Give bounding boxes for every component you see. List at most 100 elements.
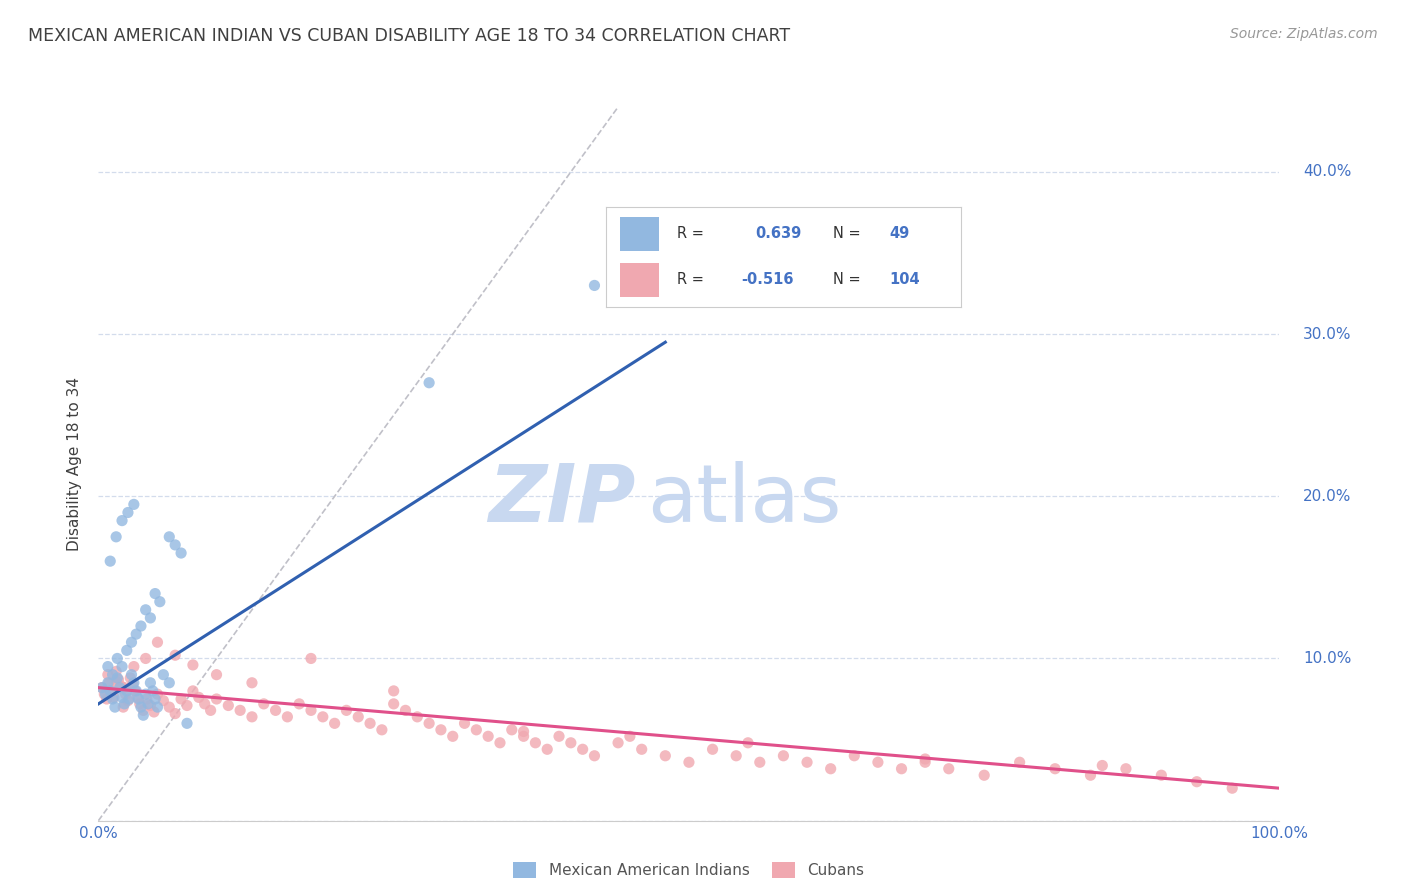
Point (146, 700, 169, 714)
Point (176, 698, 198, 713)
Point (181, 657, 204, 672)
Point (477, 729, 499, 743)
Point (748, 756, 770, 770)
Point (91, 681, 114, 695)
Point (264, 703, 287, 717)
Point (382, 684, 405, 698)
Point (111, 659, 134, 673)
Point (98, 684, 121, 698)
Point (382, 697, 405, 711)
Point (170, 546, 193, 560)
Point (914, 752, 936, 766)
Point (139, 698, 162, 713)
Point (112, 697, 135, 711)
Point (914, 756, 936, 770)
Point (98, 675, 121, 690)
Point (394, 703, 416, 717)
Point (737, 736, 759, 750)
Point (548, 729, 571, 743)
Point (240, 675, 263, 690)
Point (453, 716, 475, 731)
Text: MEXICAN AMERICAN INDIAN VS CUBAN DISABILITY AGE 18 TO 34 CORRELATION CHART: MEXICAN AMERICAN INDIAN VS CUBAN DISABIL… (28, 27, 790, 45)
Point (1150, 768, 1173, 782)
Point (441, 729, 464, 743)
Point (129, 619, 152, 633)
Point (120, 671, 142, 685)
Point (157, 530, 180, 544)
Point (678, 756, 700, 770)
Point (97, 675, 120, 690)
Point (702, 742, 724, 756)
Point (118, 692, 141, 706)
Point (253, 697, 276, 711)
Point (152, 667, 174, 681)
Point (112, 700, 135, 714)
Point (125, 684, 148, 698)
Point (418, 376, 440, 390)
Point (181, 684, 204, 698)
Text: 30.0%: 30.0% (1303, 326, 1351, 342)
Point (299, 703, 322, 717)
Point (135, 692, 157, 706)
Point (571, 742, 593, 756)
Point (108, 681, 131, 695)
Point (124, 684, 146, 698)
Point (371, 723, 394, 737)
Point (125, 627, 148, 641)
Point (127, 690, 149, 705)
Point (335, 703, 357, 717)
Point (146, 635, 169, 649)
Point (146, 687, 169, 701)
Point (170, 692, 193, 706)
Point (973, 768, 995, 782)
Point (117, 506, 139, 520)
Point (560, 736, 582, 750)
Point (536, 742, 558, 756)
Point (205, 692, 228, 706)
Point (938, 762, 960, 776)
Point (121, 677, 143, 691)
Point (820, 762, 842, 776)
Point (165, 538, 187, 552)
Point (524, 736, 547, 750)
Point (430, 723, 453, 737)
Point (866, 756, 889, 770)
Point (122, 497, 145, 511)
Point (165, 706, 187, 721)
Point (128, 697, 150, 711)
Point (288, 697, 311, 711)
Point (323, 716, 346, 731)
Point (142, 684, 165, 698)
Point (121, 667, 143, 681)
Point (105, 530, 128, 544)
Point (312, 710, 335, 724)
Point (299, 651, 322, 665)
Point (844, 748, 866, 763)
Point (276, 710, 298, 724)
Point (229, 703, 252, 717)
Point (1185, 774, 1208, 789)
Point (607, 736, 630, 750)
Point (107, 673, 129, 687)
Point (111, 690, 134, 705)
Point (136, 697, 159, 711)
Point (1080, 768, 1102, 782)
Point (583, 278, 606, 293)
Point (512, 724, 534, 739)
Point (105, 651, 128, 665)
Point (93, 687, 115, 701)
Text: 10.0%: 10.0% (1303, 651, 1351, 666)
Point (105, 674, 128, 689)
Point (583, 748, 606, 763)
Point (1008, 756, 1031, 770)
Point (104, 700, 127, 714)
Point (135, 651, 157, 665)
Point (105, 665, 128, 679)
Point (630, 742, 652, 756)
Point (111, 514, 134, 528)
Point (143, 692, 166, 706)
Point (112, 681, 135, 695)
Point (772, 748, 794, 763)
Point (149, 595, 172, 609)
Point (194, 697, 217, 711)
